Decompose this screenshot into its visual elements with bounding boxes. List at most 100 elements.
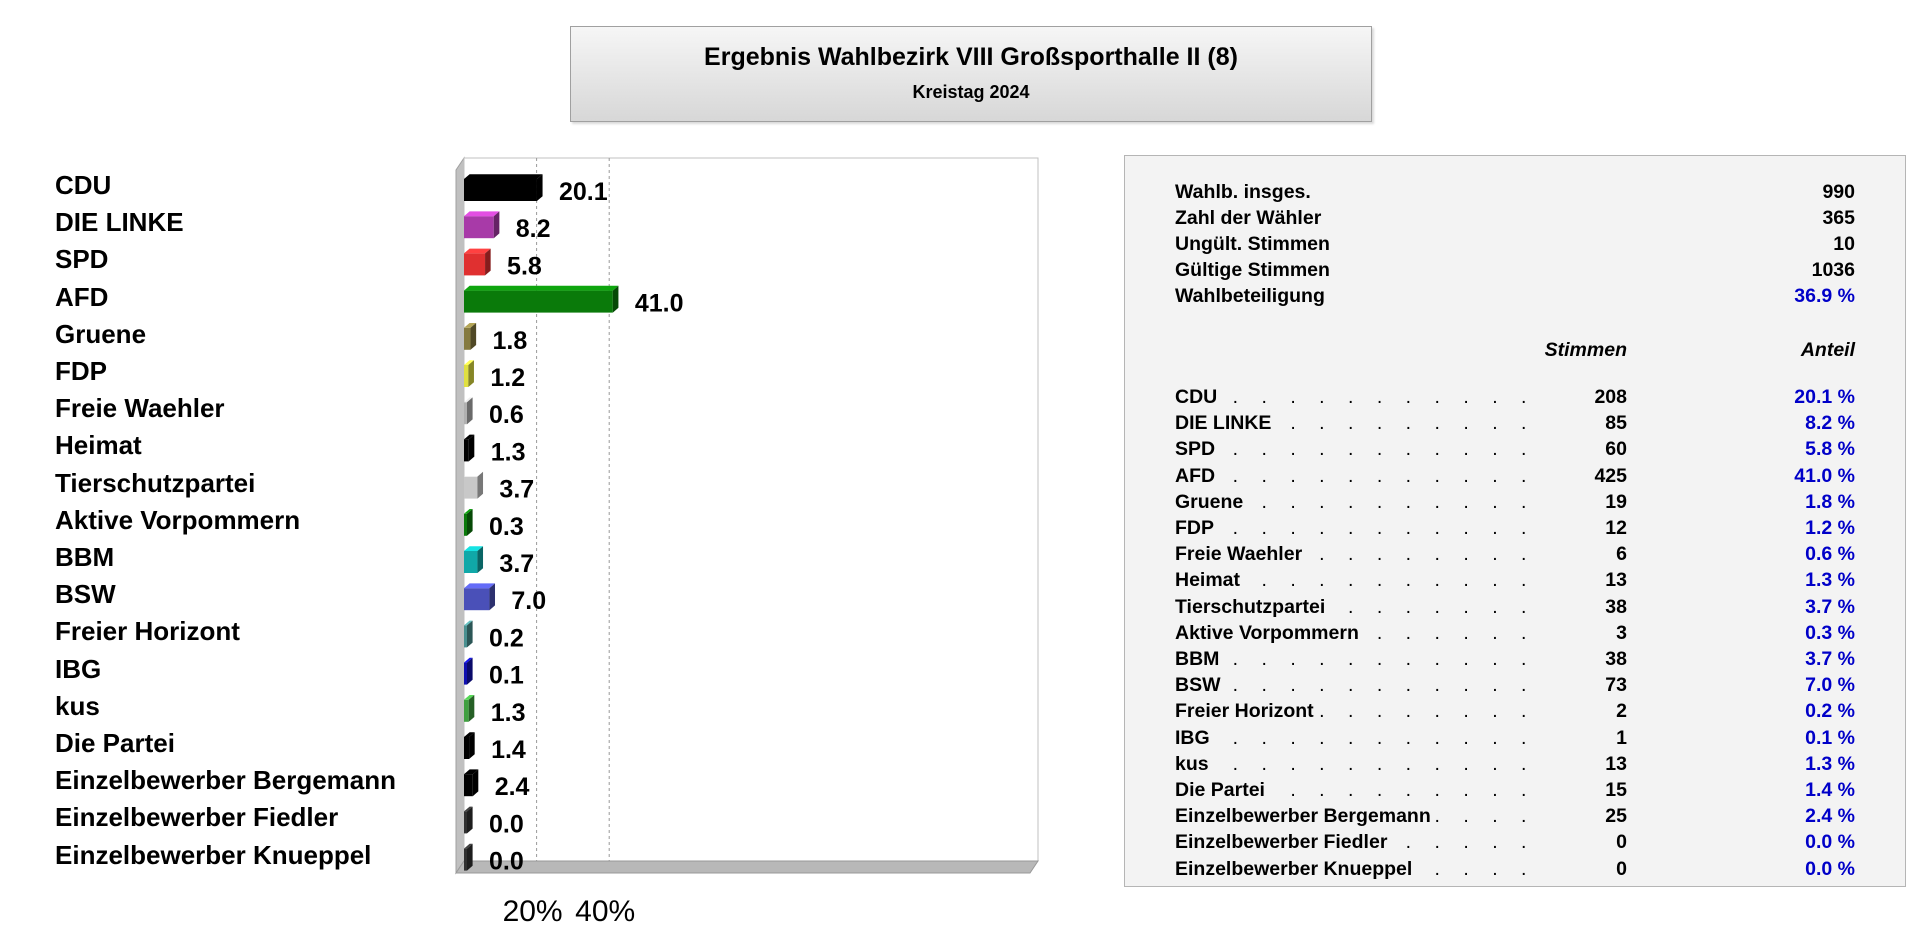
chart-title-box: Ergebnis Wahlbezirk VIII Großsporthalle … <box>570 26 1372 122</box>
table-row: . . . . . . . . . . . . . . . . . . . . … <box>1175 517 1855 543</box>
party-label: Freie Waehler <box>55 393 225 424</box>
bar-value-label: 7.0 <box>511 587 546 615</box>
party-name: kus <box>1175 752 1213 776</box>
stat-label: Ungült. Stimmen <box>1175 233 1330 255</box>
bar-top <box>464 695 475 700</box>
bar <box>464 737 470 759</box>
bar-side <box>469 732 475 759</box>
bar-side <box>485 248 491 276</box>
party-share: 3.7 % <box>1805 595 1855 618</box>
party-votes: 19 <box>1599 490 1627 514</box>
bar-top <box>464 806 473 812</box>
party-share: 41.0 % <box>1794 464 1855 487</box>
bar-top <box>464 174 543 179</box>
table-row: . . . . . . . . . . . . . . . . . . . . … <box>1175 464 1855 491</box>
table-row: . . . . . . . . . . . . . . . . . . . . … <box>1175 595 1855 622</box>
table-row: . . . . . . . . . . . . . . . . . . . . … <box>1175 438 1855 464</box>
bar-value-label: 0.1 <box>489 662 524 690</box>
bar-top <box>464 471 484 477</box>
party-votes: 13 <box>1599 569 1627 593</box>
bar-top <box>464 285 619 291</box>
party-votes: 12 <box>1599 517 1627 540</box>
bar-side <box>468 360 474 387</box>
results-panel: Wahlb. insges. 990 Zahl der Wähler 365 Ungül… <box>1124 155 1906 887</box>
bar-top <box>464 434 475 440</box>
bar <box>464 402 467 425</box>
party-name: Einzelbewerber Bergemann <box>1175 805 1435 829</box>
party-label: DIE LINKE <box>55 207 184 238</box>
bar-side <box>467 620 473 648</box>
leader-dots: . . . . . . . . . . . . . . . . . . . . … <box>1175 464 1547 487</box>
stat-row: Gültige Stimmen 1036 <box>1175 259 1855 285</box>
party-label: Freier Horizont <box>55 616 240 647</box>
bar-side <box>536 174 543 201</box>
table-row: . . . . . . . . . . . . . . . . . . . . … <box>1175 412 1855 438</box>
bar-top <box>464 248 491 254</box>
party-share: 0.0 % <box>1805 857 1855 880</box>
bar-side <box>468 434 475 462</box>
bar-value-label: 2.4 <box>495 773 530 801</box>
bar <box>464 439 469 462</box>
stat-value: 10 <box>1833 233 1855 255</box>
party-label: IBG <box>55 653 102 684</box>
bar <box>464 774 473 797</box>
party-share: 0.3 % <box>1805 621 1855 644</box>
bar-value-label: 0.0 <box>489 848 524 876</box>
bar-top <box>464 397 473 403</box>
bar-side <box>612 285 619 313</box>
column-header-votes: Stimmen <box>1544 339 1627 361</box>
bar <box>464 327 471 350</box>
stat-label: Wahlbeteiligung <box>1175 285 1325 307</box>
party-share: 0.6 % <box>1805 543 1855 566</box>
party-share: 7.0 % <box>1805 674 1855 697</box>
bar-side <box>489 583 496 611</box>
bar-value-label: 0.0 <box>489 810 524 838</box>
party-name: Freie Waehler <box>1175 543 1307 567</box>
party-label: CDU <box>55 170 112 200</box>
party-name: SPD <box>1175 438 1220 462</box>
bar <box>464 179 537 201</box>
bar-top <box>464 769 479 775</box>
party-name: Einzelbewerber Fiedler <box>1175 831 1392 855</box>
party-share: 1.8 % <box>1805 490 1855 513</box>
party-label: Tierschutzpartei <box>55 467 256 498</box>
bar <box>464 476 478 499</box>
bar <box>464 588 490 611</box>
bar-side <box>467 806 473 834</box>
party-name: Heimat <box>1175 569 1245 593</box>
stat-value: 1036 <box>1811 259 1855 281</box>
party-share: 0.0 % <box>1805 831 1855 854</box>
stat-row: Wahlbeteiligung 36.9 % <box>1175 285 1855 311</box>
party-votes: 25 <box>1599 805 1627 829</box>
stat-value: 36.9 % <box>1794 285 1855 307</box>
bar-top <box>464 546 484 551</box>
bar-side <box>467 509 473 536</box>
bar-value-label: 1.3 <box>491 699 526 727</box>
party-votes: 60 <box>1599 438 1627 462</box>
bar <box>464 513 467 536</box>
table-row: . . . . . . . . . . . . . . . . . . . . … <box>1175 569 1855 595</box>
party-share: 8.2 % <box>1805 412 1855 435</box>
leader-dots: . . . . . . . . . . . . . . . . . . . . … <box>1175 674 1547 697</box>
leader-dots: . . . . . . . . . . . . . . . . . . . . … <box>1175 517 1547 539</box>
party-votes: 38 <box>1599 648 1627 671</box>
party-name: BSW <box>1175 674 1225 698</box>
bar-value-label: 5.8 <box>507 252 542 280</box>
bar <box>464 699 469 722</box>
party-votes: 2 <box>1610 700 1627 724</box>
leader-dots: . . . . . . . . . . . . . . . . . . . . … <box>1175 726 1547 749</box>
party-label: BSW <box>55 579 116 610</box>
bar <box>464 662 467 685</box>
table-row: . . . . . . . . . . . . . . . . . . . . … <box>1175 700 1855 726</box>
party-share: 3.7 % <box>1805 648 1855 670</box>
party-label: kus <box>55 690 100 721</box>
column-header-share: Anteil <box>1800 339 1855 361</box>
party-name: BBM <box>1175 648 1224 671</box>
bar-side <box>468 695 475 722</box>
bar <box>464 365 469 387</box>
bar-top <box>464 843 473 849</box>
stat-value: 365 <box>1822 207 1855 229</box>
party-name: Freier Horizont <box>1175 700 1318 724</box>
party-name: Aktive Vorpommern <box>1175 621 1363 645</box>
table-row: . . . . . . . . . . . . . . . . . . . . … <box>1175 805 1855 831</box>
